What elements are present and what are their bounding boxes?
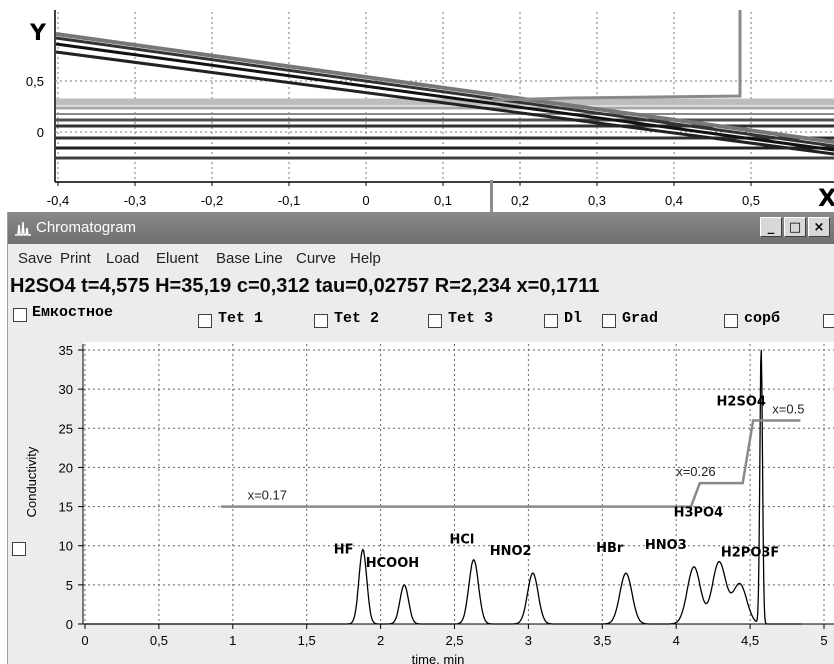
peak-label: HBr xyxy=(596,541,624,556)
top-x-tick-label: 0,1 xyxy=(434,193,452,208)
tet1-checkbox[interactable] xyxy=(198,314,212,328)
peak-label: H2PO3F xyxy=(721,546,779,561)
y-tick-label: 15 xyxy=(59,500,73,515)
top-x-tick-label: 0 xyxy=(362,193,369,208)
x-tick-label: 3,5 xyxy=(593,633,611,648)
y-tick-label: 30 xyxy=(59,382,73,397)
peak-label: HNO3 xyxy=(645,538,687,553)
top-diagonal-line xyxy=(55,50,834,156)
x-tick-label: 2 xyxy=(377,633,384,648)
menu-curve[interactable]: Curve xyxy=(296,250,337,267)
grad-label: Grad xyxy=(622,310,659,327)
top-x-tick-label: 0,4 xyxy=(665,193,683,208)
top-x-tick-label: -0,3 xyxy=(124,193,146,208)
menu-print[interactable]: Print xyxy=(60,250,91,267)
top-x-tick-label: 0,2 xyxy=(511,193,529,208)
tet3-checkbox[interactable] xyxy=(428,314,442,328)
x-tick-label: 5 xyxy=(820,633,827,648)
title-bar[interactable]: Chromatogram _ □ × xyxy=(8,212,834,244)
top-x-tick-label: -0,4 xyxy=(47,193,69,208)
menu-save[interactable]: Save xyxy=(18,250,53,267)
menu-bar: Save Print Load Eluent Base Line Curve H… xyxy=(8,244,834,272)
options-checkbox-bar: Емкостное Tet 1 Tet 2 Tet 3 Dl Grad сорб xyxy=(8,302,834,328)
peak-label: H2SO4 xyxy=(717,395,766,410)
top-step-curve xyxy=(491,16,742,102)
tet1-label: Tet 1 xyxy=(218,310,264,327)
top-x-tick-label: -0,1 xyxy=(278,193,300,208)
chromatogram-plot: 0 0,5 1 1,5 2 2,5 3 3,5 4 4,5 5 0 5 10 15 20 25 30 35 time,… xyxy=(24,342,834,664)
top-x-axis-label: X xyxy=(818,184,834,208)
tet2-checkbox[interactable] xyxy=(314,314,328,328)
peak-label: HCl xyxy=(449,532,474,547)
eluent-profile-label: x=0.5 xyxy=(772,401,804,416)
plot-side-checkbox[interactable] xyxy=(12,542,26,556)
x-tick-label: 3 xyxy=(525,633,532,648)
maximize-button[interactable]: □ xyxy=(784,217,806,237)
x-tick-label: 1 xyxy=(229,633,236,648)
sorb-label: сорб xyxy=(744,310,781,327)
x-axis-label: time, min xyxy=(412,652,465,664)
x-tick-label: 2,5 xyxy=(445,633,463,648)
chromatogram-app-icon xyxy=(15,221,31,236)
top-x-tick-label: -0,2 xyxy=(201,193,223,208)
chromatogram-window: Chromatogram _ □ × Save Print Load Eluen… xyxy=(7,212,834,664)
y-tick-label: 0 xyxy=(66,617,73,632)
top-y-tick-label: 0,5 xyxy=(26,74,44,89)
top-x-tick-label: 0,3 xyxy=(588,193,606,208)
sorb-checkbox[interactable] xyxy=(724,314,738,328)
grad-checkbox[interactable] xyxy=(602,314,616,328)
top-y-tick-label: 0 xyxy=(37,125,44,140)
menu-base-line[interactable]: Base Line xyxy=(216,250,283,267)
x-tick-label: 0 xyxy=(81,633,88,648)
menu-eluent[interactable]: Eluent xyxy=(156,250,199,267)
tet3-label: Tet 3 xyxy=(448,310,494,327)
close-button[interactable]: × xyxy=(808,217,830,237)
chromatogram-trace xyxy=(85,349,802,625)
top-y-axis-label: Y xyxy=(29,21,47,46)
eluent-profile-label: x=0.17 xyxy=(248,488,287,503)
dl-label: Dl xyxy=(564,310,583,327)
top-x-tick-label: 0,5 xyxy=(742,193,760,208)
peak-label: HF xyxy=(334,543,354,558)
top-diagonal-line xyxy=(55,32,834,144)
menu-load[interactable]: Load xyxy=(106,250,140,267)
emkostnoe-label: Емкостное xyxy=(32,304,114,321)
y-axis-label: Conductivity xyxy=(24,446,39,517)
eluent-profile-line xyxy=(221,419,801,508)
phase-diagram-plot: -0,4 -0,3 -0,2 -0,1 0 0,1 0,2 0,3 0,4 0,5 0,5 0 Y X xyxy=(26,10,834,208)
peak-label: HNO2 xyxy=(490,544,532,559)
x-tick-label: 4 xyxy=(673,633,680,648)
dl-checkbox[interactable] xyxy=(544,314,558,328)
y-tick-label: 20 xyxy=(59,460,73,475)
emkostnoe-checkbox[interactable] xyxy=(13,308,27,322)
y-tick-label: 35 xyxy=(59,343,73,358)
extra-checkbox[interactable] xyxy=(823,314,834,328)
x-tick-label: 4,5 xyxy=(741,633,759,648)
y-tick-label: 5 xyxy=(66,578,73,593)
peak-label: H3PO4 xyxy=(674,506,724,521)
plot-connector-line xyxy=(490,180,493,214)
window-title: Chromatogram xyxy=(36,219,137,236)
top-diagonal-line xyxy=(55,36,834,148)
peak-info-readout: H2SO4 t=4,575 H=35,19 c=0,312 tau=0,0275… xyxy=(10,275,600,297)
tet2-label: Tet 2 xyxy=(334,310,380,327)
x-tick-label: 0,5 xyxy=(150,633,168,648)
peak-label: HCOOH xyxy=(366,556,419,571)
y-tick-label: 25 xyxy=(59,421,73,436)
top-diagonal-line xyxy=(55,42,834,152)
x-tick-label: 1,5 xyxy=(298,633,316,648)
eluent-profile-label: x=0.26 xyxy=(676,464,715,479)
menu-help[interactable]: Help xyxy=(350,250,381,267)
minimize-button[interactable]: _ xyxy=(760,217,782,237)
y-tick-label: 10 xyxy=(59,539,73,554)
